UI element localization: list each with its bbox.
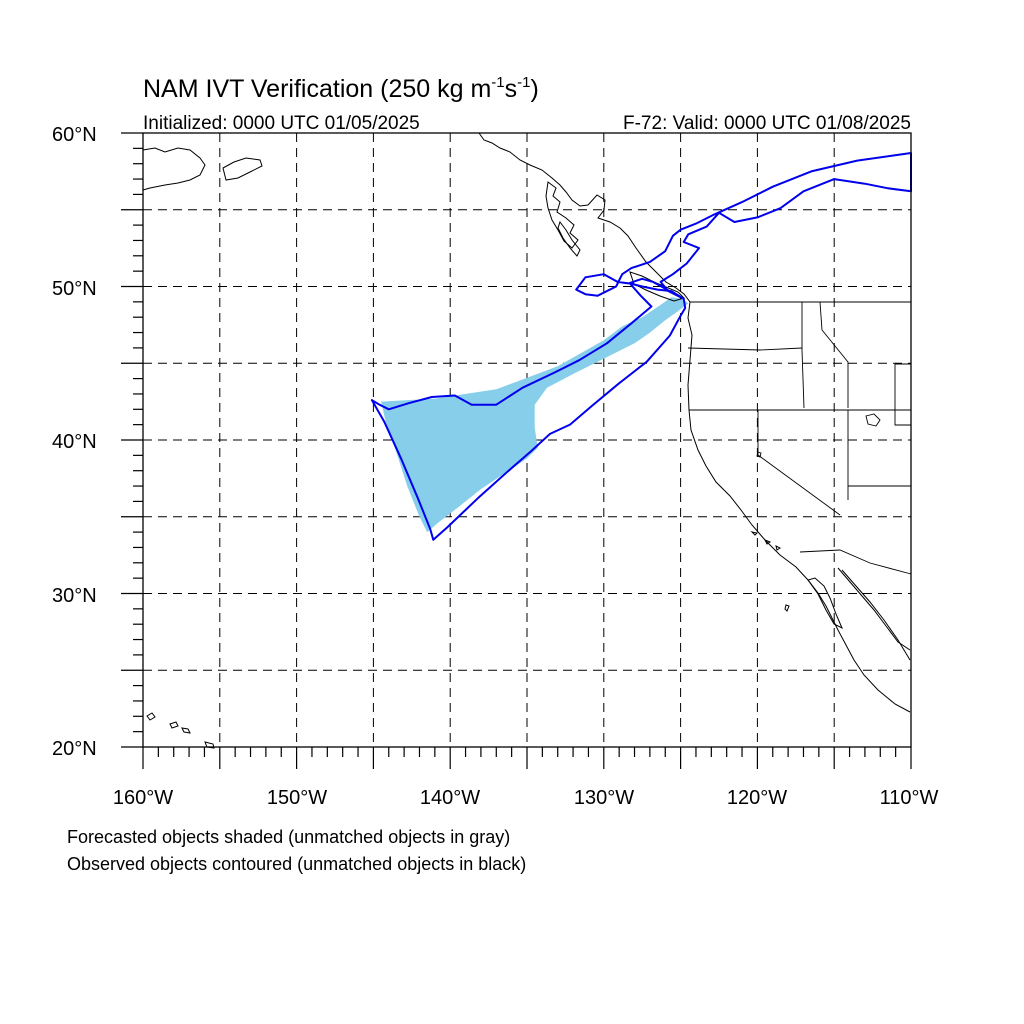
caption-observed: Observed objects contoured (unmatched ob… <box>67 854 526 874</box>
montana-idaho-border <box>819 301 849 408</box>
map-title: NAM IVT Verification (250 kg m-1s-1) <box>143 74 539 103</box>
baja-california <box>807 577 843 630</box>
lat-label-30n: 30°N <box>52 585 97 607</box>
idaho-boundary <box>801 302 805 409</box>
mexico-mainland <box>841 569 911 661</box>
alaska-panhandle-islands <box>545 181 579 249</box>
lake-tahoe <box>756 451 762 458</box>
hawaii-islands <box>146 712 215 749</box>
axis-ticks <box>121 132 912 769</box>
alaska-south-coast <box>142 147 206 191</box>
lat-label-20n: 20°N <box>52 738 97 760</box>
channel-islands <box>750 531 781 551</box>
guadalupe-island <box>784 604 790 612</box>
forecast-object-shading <box>381 297 689 533</box>
observed-ivt-contours <box>370 152 912 541</box>
north-america-coastline <box>478 132 911 713</box>
lon-label-120w: 120°W <box>727 787 787 809</box>
kodiak-island <box>222 157 263 181</box>
washington-oregon-border <box>687 347 803 351</box>
gulf-of-california <box>837 567 911 651</box>
political-borders <box>687 301 912 575</box>
lon-label-110w: 110°W <box>880 787 939 809</box>
haida-gwaii <box>557 220 581 257</box>
california-nevada-border <box>757 410 841 516</box>
us-mexico-border <box>799 549 912 575</box>
lon-label-160w: 160°W <box>113 787 173 809</box>
lat-label-50n: 50°N <box>52 278 97 300</box>
wyoming-boundary <box>894 363 911 426</box>
init-time-label: Initialized: 0000 UTC 01/05/2025 <box>143 113 420 134</box>
caption-forecast: Forecasted objects shaded (unmatched obj… <box>67 827 510 847</box>
lon-label-140w: 140°W <box>420 787 480 809</box>
lat-label-40n: 40°N <box>52 431 97 453</box>
lon-label-150w: 150°W <box>267 787 327 809</box>
lat-label-60n: 60°N <box>52 124 97 146</box>
lon-label-130w: 130°W <box>574 787 634 809</box>
great-salt-lake <box>865 413 881 427</box>
observed-object-contour-north <box>575 152 912 299</box>
valid-time-label: F-72: Valid: 0000 UTC 01/08/2025 <box>623 113 911 134</box>
forecast-ivt-object <box>381 297 689 533</box>
